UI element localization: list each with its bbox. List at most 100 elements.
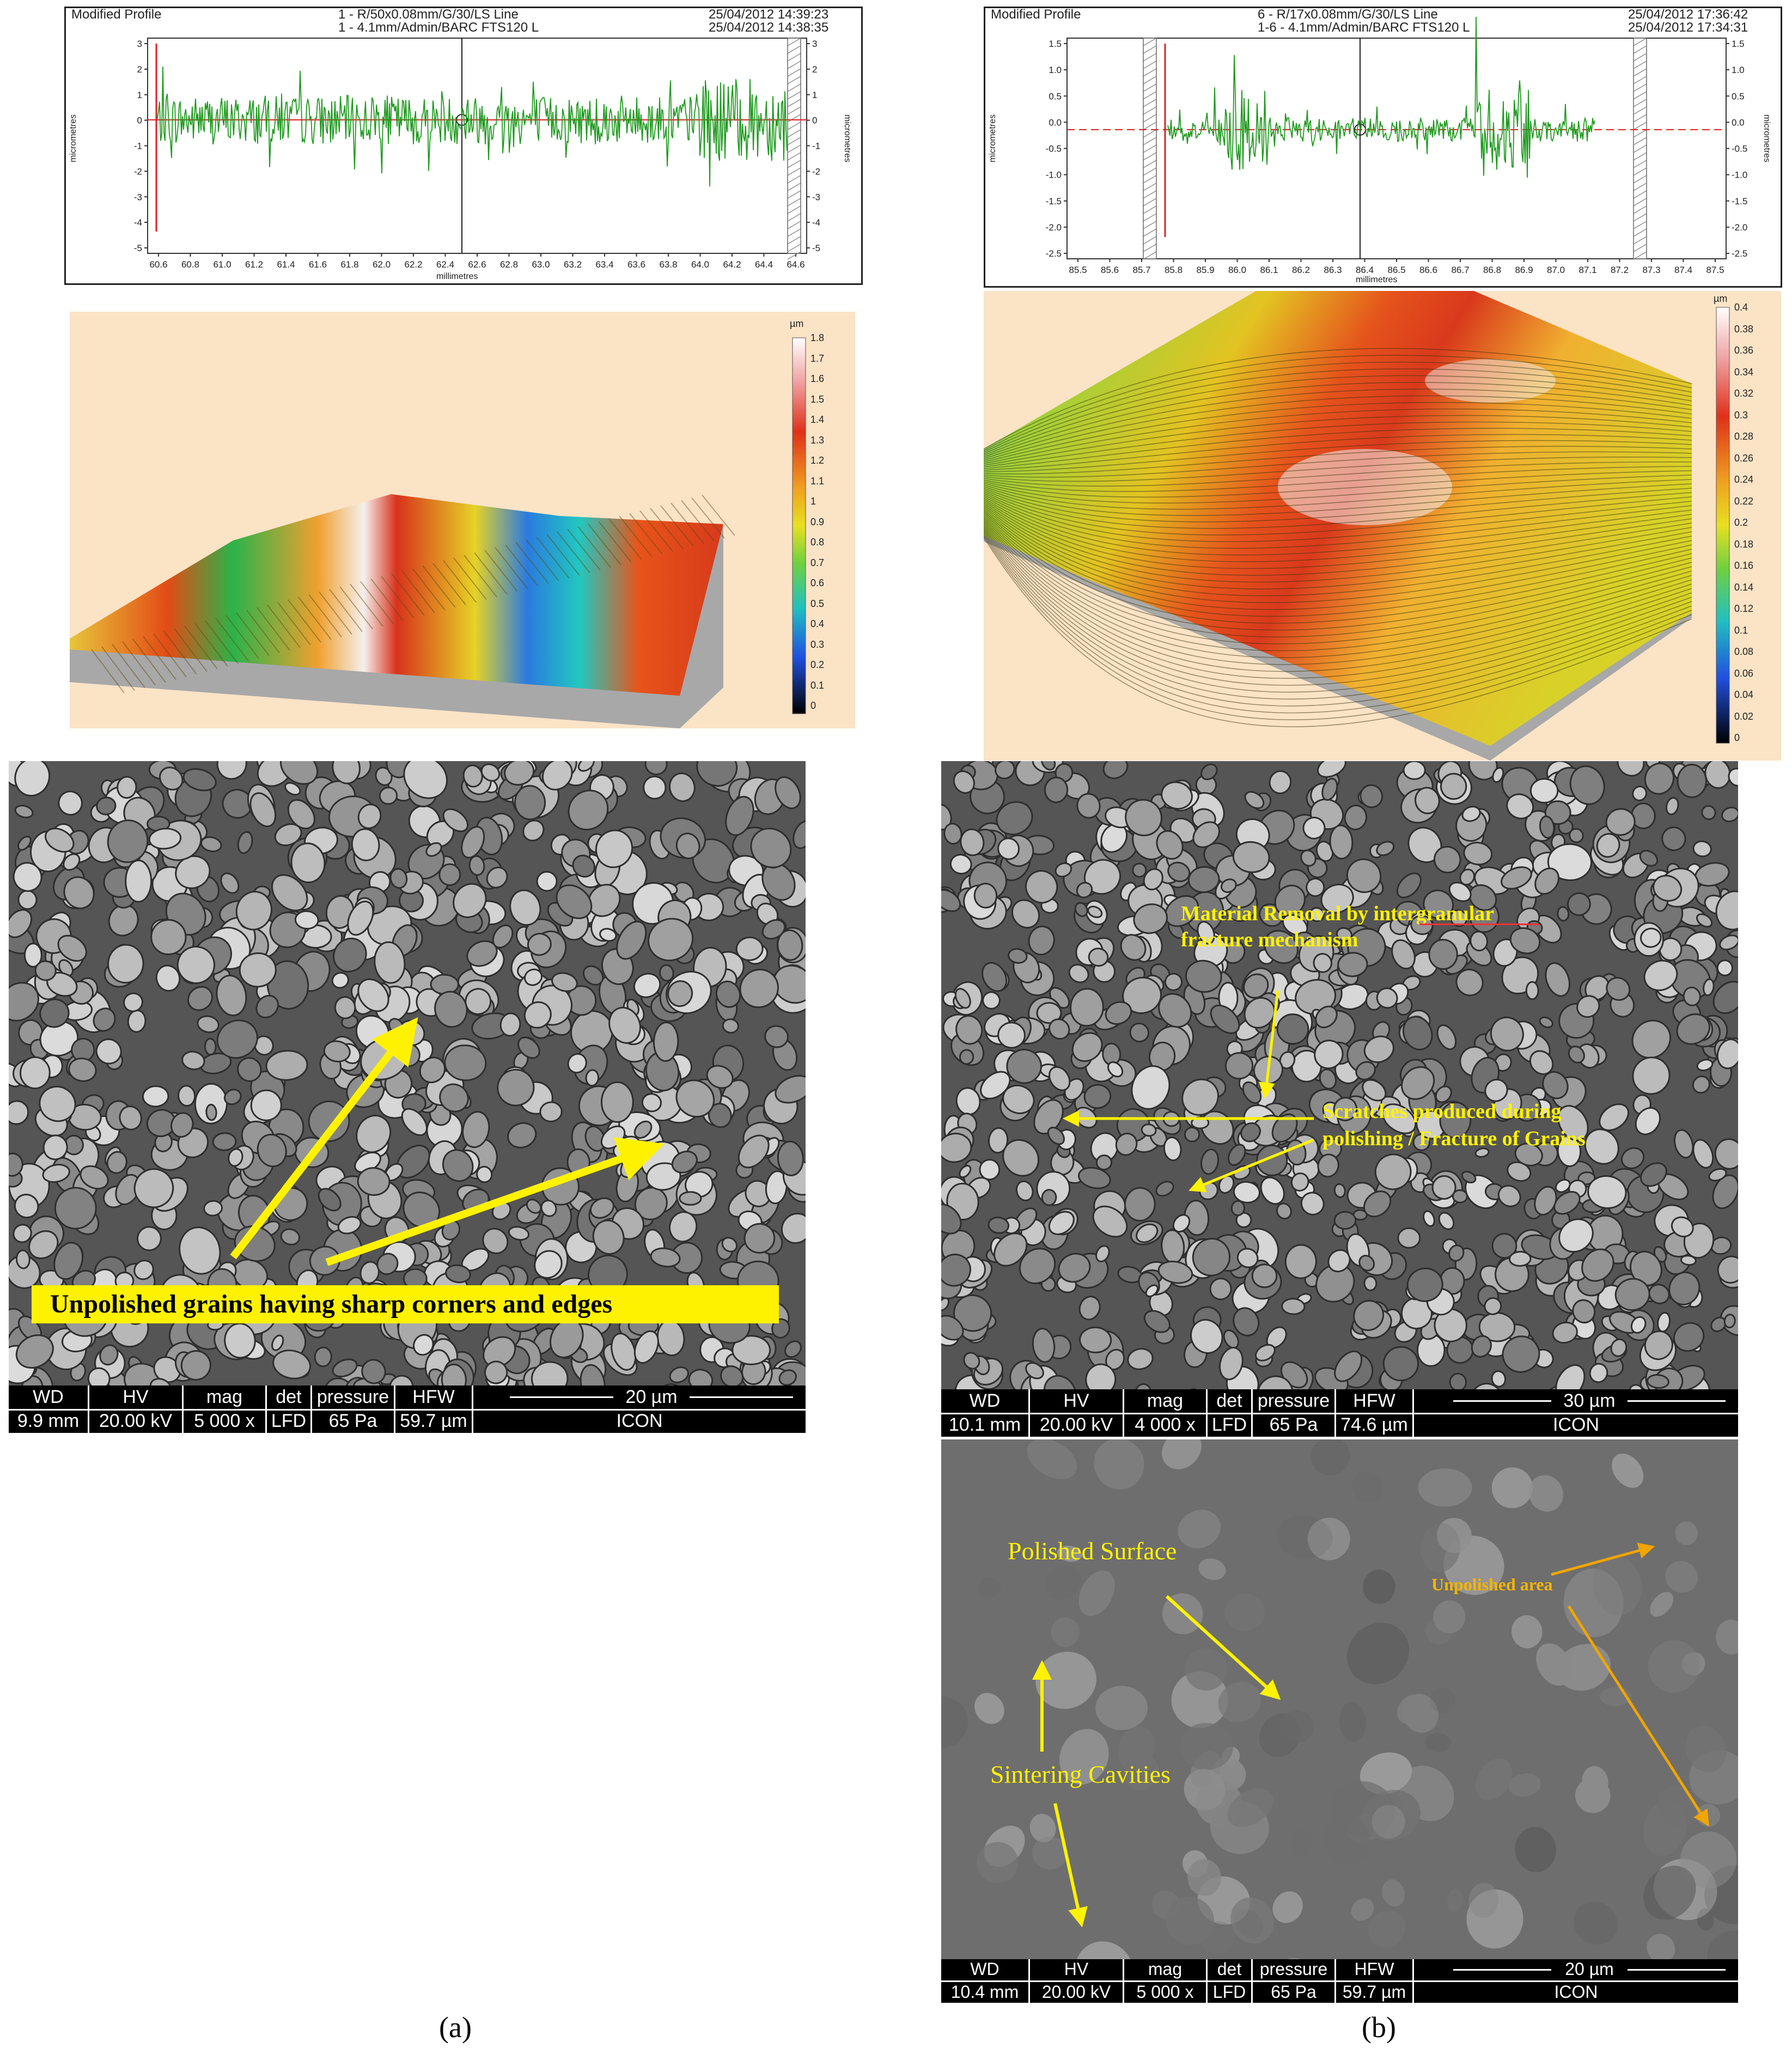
colorbar-tick-label: 0.38 bbox=[1734, 323, 1754, 335]
colorbar-tick-label: 0.26 bbox=[1734, 452, 1754, 464]
y-tick-label: -4 bbox=[134, 217, 142, 228]
y-tick-label: -3 bbox=[134, 192, 142, 202]
sem-pressure-value-a: 65 Pa bbox=[328, 1411, 377, 1431]
profile-title-a: Modified Profile bbox=[71, 7, 162, 22]
arrow-b2-unpolished-up bbox=[1551, 1542, 1655, 1576]
annotation-scratches-line2: polishing / Fracture of Grains bbox=[1322, 1127, 1586, 1150]
colorbar-tick-label: 1.3 bbox=[810, 434, 825, 446]
annotation-material-removal-line1: Material Removal by intergranular bbox=[1181, 902, 1495, 925]
annotation-scratches: Scratches produced during polishing / Fr… bbox=[1322, 1098, 1586, 1152]
x-tick-label: 87.2 bbox=[1611, 265, 1629, 275]
colorbar-tick-label: 0.22 bbox=[1734, 495, 1754, 507]
colorbar-tick-label: 0.9 bbox=[810, 516, 825, 527]
arrow-b2-polished bbox=[1165, 1595, 1281, 1700]
topo-unit-a: µm bbox=[790, 318, 804, 329]
x-tick-label: 63.2 bbox=[564, 259, 582, 270]
x-tick-label: 86.2 bbox=[1292, 265, 1310, 275]
y-tick-label: -2.0 bbox=[1046, 222, 1062, 233]
sem-info-bar-b1: WD 10.1 mm HV 20.00 kV mag 4 000 x det L… bbox=[941, 1389, 1738, 1437]
x-tick-label: 86.3 bbox=[1324, 265, 1342, 275]
y-tick-label-right: -3 bbox=[812, 192, 820, 202]
colorbar-tick-label: 1.2 bbox=[810, 455, 825, 466]
y-tick-label: -1.5 bbox=[1046, 196, 1062, 206]
y-tick-label: 0.0 bbox=[1049, 117, 1062, 127]
colorbar-tick-label: 1.6 bbox=[810, 373, 825, 384]
sem-hfw-label-b1: HFW bbox=[1353, 1390, 1395, 1411]
x-tick-label: 64.0 bbox=[691, 259, 709, 270]
y-tick-label: -2.5 bbox=[1046, 248, 1062, 259]
x-tick-label: 62.0 bbox=[373, 259, 391, 270]
sem-info-bar-b2: WD 10.4 mm HV 20.00 kV mag 5 000 x det L… bbox=[941, 1959, 1738, 2003]
sem-pressure-label-a: pressure bbox=[316, 1387, 389, 1407]
sem-det-label-b2: det bbox=[1217, 1959, 1242, 1979]
sem-wd-label-b2: WD bbox=[970, 1959, 999, 1979]
sem-det-label-a: det bbox=[276, 1387, 302, 1407]
arrow-a1 bbox=[230, 1017, 418, 1260]
sem-hfw-value-b1: 74.6 µm bbox=[1340, 1414, 1408, 1435]
y-tick-label-right: 2 bbox=[812, 64, 817, 75]
x-tick-label: 64.2 bbox=[723, 259, 741, 270]
topo-scale-b: 0.4 0.38 0.36 0.34 0.32 0.3 0.28 0.26 0.24 0.22 0.… bbox=[1734, 302, 1772, 743]
colorbar-tick-label: 0.3 bbox=[810, 639, 825, 650]
profile-line1-b: 6 - R/17x0.08mm/G/30/LS Line bbox=[1258, 7, 1438, 22]
y-tick-label: -0.5 bbox=[1046, 144, 1062, 154]
y-tick-label-right: 1 bbox=[812, 90, 817, 100]
sem-scale-b2: 20 µm bbox=[1565, 1959, 1614, 1979]
profile-xlabel-a: millimetres bbox=[436, 272, 478, 281]
y-tick-label-right: 1.0 bbox=[1732, 65, 1745, 75]
caption-a: (a) bbox=[439, 2011, 472, 2044]
colorbar-tick-label: 0.34 bbox=[1734, 366, 1754, 378]
colorbar-tick-label: 0.08 bbox=[1734, 646, 1754, 657]
colorbar-tick-label: 0.4 bbox=[810, 618, 825, 629]
annotation-unpolished-area: Unpolished area bbox=[1431, 1575, 1553, 1594]
colorbar-tick-label: 0.16 bbox=[1734, 560, 1754, 571]
sem-brand-a: ICON bbox=[616, 1411, 663, 1431]
y-tick-label-right: 1.5 bbox=[1732, 39, 1745, 49]
colorbar-tick-label: 0.1 bbox=[810, 679, 825, 691]
y-tick-label: 0.5 bbox=[1049, 91, 1062, 101]
sem-pressure-label-b1: pressure bbox=[1257, 1390, 1330, 1411]
annotation-material-removal-line2: fracture mechanism bbox=[1181, 928, 1358, 951]
colorbar-tick-label: 0.2 bbox=[810, 659, 825, 670]
arrow-b1-scratch-diag bbox=[1188, 1138, 1314, 1193]
sem-wd-value-b1: 10.1 mm bbox=[948, 1414, 1021, 1435]
sem-hfw-label-a: HFW bbox=[412, 1387, 455, 1407]
topography-3d-a: µm 1.8 1.7 1.6 1.5 1.4 1.3 1.2 1.1 1 0.9 0.8 0.7 0.6… bbox=[70, 312, 855, 728]
y-tick-label-right: 0 bbox=[812, 116, 817, 126]
sem-wd-label-b1: WD bbox=[969, 1390, 1001, 1411]
y-tick-label: 1.0 bbox=[1049, 65, 1062, 75]
y-tick-label: -2 bbox=[134, 166, 142, 177]
sem-pressure-value-b1: 65 Pa bbox=[1269, 1414, 1318, 1435]
sem-micrograph-a: Unpolished grains having sharp corners a… bbox=[9, 761, 806, 1433]
sem-scale-b1: 30 µm bbox=[1563, 1390, 1616, 1411]
annotation-sintering-cavities: Sintering Cavities bbox=[990, 1760, 1171, 1788]
sem-wd-value-a: 9.9 mm bbox=[17, 1411, 80, 1431]
profile-title-b: Modified Profile bbox=[991, 7, 1081, 22]
profile-line2-b: 1-6 - 4.1mm/Admin/BARC FTS120 L bbox=[1258, 20, 1470, 35]
x-tick-label: 85.5 bbox=[1069, 265, 1087, 275]
topography-3d-b: µm 0.4 0.38 0.36 0.34 0.32 0.3 0.28 0.26 0.24 0.2… bbox=[984, 291, 1781, 761]
sem-det-value-b1: LFD bbox=[1211, 1414, 1247, 1435]
arrow-b2-cavity-down bbox=[1053, 1803, 1088, 1928]
x-tick-label: 60.8 bbox=[181, 259, 199, 270]
colorbar-tick-label: 0.12 bbox=[1734, 603, 1754, 614]
profile-line1-a: 1 - R/50x0.08mm/G/30/LS Line bbox=[338, 7, 519, 22]
x-tick-label: 61.4 bbox=[277, 259, 295, 270]
x-tick-label: 60.6 bbox=[149, 259, 167, 270]
colorbar-tick-label: 1.4 bbox=[810, 414, 825, 425]
sem-hv-value-b1: 20.00 kV bbox=[1039, 1414, 1113, 1435]
x-tick-label: 63.8 bbox=[659, 259, 677, 270]
x-tick-label: 87.3 bbox=[1642, 265, 1660, 275]
sem-det-value-a: LFD bbox=[271, 1411, 307, 1431]
x-tick-label: 86.7 bbox=[1451, 265, 1469, 275]
x-tick-label: 62.4 bbox=[436, 259, 454, 270]
profile-date1-a: 25/04/2012 14:39:23 bbox=[709, 7, 829, 22]
sem-mag-label-b1: mag bbox=[1147, 1390, 1184, 1411]
colorbar-tick-label: 0.18 bbox=[1734, 538, 1754, 550]
topography-surface-b bbox=[984, 291, 1730, 761]
sem-hv-label-a: HV bbox=[123, 1387, 149, 1407]
profile-line2-a: 1 - 4.1mm/Admin/BARC FTS120 L bbox=[338, 20, 539, 35]
x-tick-label: 86.1 bbox=[1260, 265, 1278, 275]
y-tick-label-right: -2 bbox=[812, 166, 820, 177]
sem-hv-value-b2: 20.00 kV bbox=[1041, 1982, 1111, 2002]
